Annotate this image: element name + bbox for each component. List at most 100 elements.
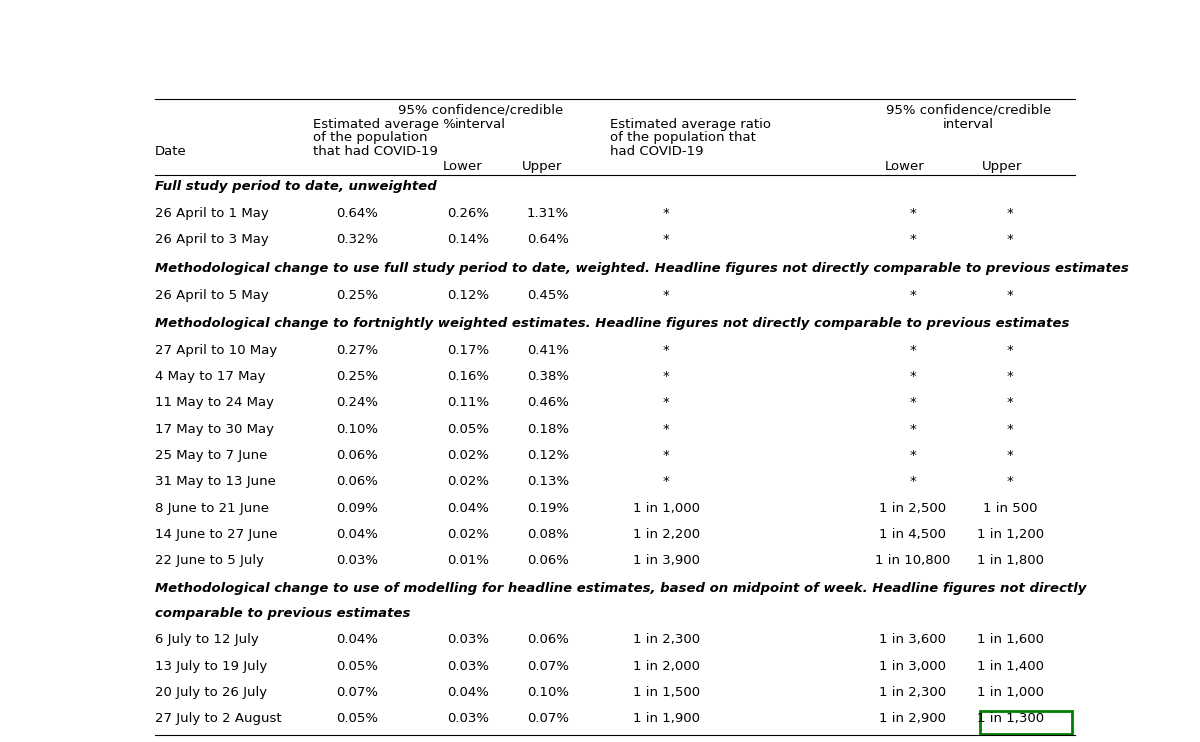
Text: 0.03%: 0.03% — [448, 712, 490, 725]
Text: 0.41%: 0.41% — [527, 344, 569, 357]
Text: 1 in 1,200: 1 in 1,200 — [977, 528, 1044, 541]
Text: 1 in 10,800: 1 in 10,800 — [875, 554, 950, 567]
Text: 0.12%: 0.12% — [448, 289, 490, 301]
Text: 0.05%: 0.05% — [448, 423, 490, 436]
Text: 0.03%: 0.03% — [448, 660, 490, 673]
Text: 0.02%: 0.02% — [448, 528, 490, 541]
Text: 0.06%: 0.06% — [336, 449, 378, 462]
Text: 95% confidence/credible: 95% confidence/credible — [886, 103, 1051, 116]
Text: 0.05%: 0.05% — [336, 712, 378, 725]
Text: Lower: Lower — [884, 160, 924, 173]
Text: 95% confidence/credible: 95% confidence/credible — [397, 103, 563, 116]
Text: Methodological change to use full study period to date, weighted. Headline figur: Methodological change to use full study … — [155, 262, 1128, 275]
Text: 0.04%: 0.04% — [336, 634, 378, 646]
Text: 0.04%: 0.04% — [448, 502, 490, 514]
Text: of the population that: of the population that — [611, 131, 756, 145]
Text: 27 April to 10 May: 27 April to 10 May — [155, 344, 277, 357]
Text: 4 May to 17 May: 4 May to 17 May — [155, 370, 265, 383]
Text: *: * — [910, 396, 916, 410]
Text: 0.03%: 0.03% — [336, 554, 378, 567]
Text: 0.02%: 0.02% — [448, 449, 490, 462]
Text: *: * — [662, 475, 670, 488]
Text: comparable to previous estimates: comparable to previous estimates — [155, 607, 410, 620]
Text: 1 in 4,500: 1 in 4,500 — [880, 528, 946, 541]
Text: *: * — [662, 234, 670, 246]
Text: 0.03%: 0.03% — [448, 634, 490, 646]
Text: 0.07%: 0.07% — [527, 660, 569, 673]
Text: 0.06%: 0.06% — [336, 475, 378, 488]
Text: 0.17%: 0.17% — [448, 344, 490, 357]
Text: 0.09%: 0.09% — [336, 502, 378, 514]
Text: 20 July to 26 July: 20 July to 26 July — [155, 686, 266, 699]
Text: 1.31%: 1.31% — [527, 207, 569, 220]
Text: 1 in 2,200: 1 in 2,200 — [632, 528, 700, 541]
Text: 6 July to 12 July: 6 July to 12 July — [155, 634, 258, 646]
Text: *: * — [662, 423, 670, 436]
Text: 26 April to 3 May: 26 April to 3 May — [155, 234, 269, 246]
Text: interval: interval — [455, 118, 505, 131]
Text: 26 April to 5 May: 26 April to 5 May — [155, 289, 269, 301]
Text: 27 July to 2 August: 27 July to 2 August — [155, 712, 281, 725]
Text: 0.12%: 0.12% — [527, 449, 569, 462]
Text: 0.06%: 0.06% — [527, 554, 569, 567]
Text: Upper: Upper — [522, 160, 563, 173]
Text: 1 in 3,000: 1 in 3,000 — [880, 660, 946, 673]
Text: Date: Date — [155, 145, 186, 158]
Text: 0.45%: 0.45% — [527, 289, 569, 301]
Text: 25 May to 7 June: 25 May to 7 June — [155, 449, 268, 462]
Text: 0.19%: 0.19% — [527, 502, 569, 514]
Text: 1 in 3,900: 1 in 3,900 — [632, 554, 700, 567]
Text: *: * — [662, 289, 670, 301]
Text: 1 in 1,900: 1 in 1,900 — [632, 712, 700, 725]
Text: 0.05%: 0.05% — [336, 660, 378, 673]
Text: *: * — [910, 475, 916, 488]
Text: interval: interval — [943, 118, 994, 131]
Text: *: * — [1007, 396, 1014, 410]
Text: 0.10%: 0.10% — [527, 686, 569, 699]
Text: had COVID-19: had COVID-19 — [611, 145, 704, 158]
Text: 1 in 1,500: 1 in 1,500 — [632, 686, 700, 699]
Text: 0.25%: 0.25% — [336, 370, 378, 383]
Text: 17 May to 30 May: 17 May to 30 May — [155, 423, 274, 436]
Text: Full study period to date, unweighted: Full study period to date, unweighted — [155, 180, 437, 194]
Text: 14 June to 27 June: 14 June to 27 June — [155, 528, 277, 541]
Text: Methodological change to use of modelling for headline estimates, based on midpo: Methodological change to use of modellin… — [155, 582, 1086, 595]
Text: *: * — [910, 449, 916, 462]
Text: *: * — [1007, 207, 1014, 220]
Text: *: * — [910, 344, 916, 357]
Text: 11 May to 24 May: 11 May to 24 May — [155, 396, 274, 410]
Text: *: * — [1007, 234, 1014, 246]
Text: 1 in 1,800: 1 in 1,800 — [977, 554, 1044, 567]
Text: 0.18%: 0.18% — [527, 423, 569, 436]
Text: *: * — [1007, 370, 1014, 383]
Text: *: * — [910, 289, 916, 301]
Text: Estimated average ratio: Estimated average ratio — [611, 118, 772, 131]
Text: Estimated average %: Estimated average % — [313, 118, 456, 131]
Text: 0.14%: 0.14% — [448, 234, 490, 246]
Text: 22 June to 5 July: 22 June to 5 July — [155, 554, 264, 567]
Text: 1 in 1,000: 1 in 1,000 — [632, 502, 700, 514]
Text: 1 in 500: 1 in 500 — [983, 502, 1038, 514]
Text: 31 May to 13 June: 31 May to 13 June — [155, 475, 276, 488]
Text: *: * — [910, 370, 916, 383]
Text: 1 in 1,000: 1 in 1,000 — [977, 686, 1044, 699]
Text: 0.16%: 0.16% — [448, 370, 490, 383]
Text: *: * — [910, 234, 916, 246]
Text: *: * — [1007, 289, 1014, 301]
Text: 0.07%: 0.07% — [527, 712, 569, 725]
Text: *: * — [662, 344, 670, 357]
Text: 1 in 1,600: 1 in 1,600 — [977, 634, 1044, 646]
Text: Lower: Lower — [443, 160, 482, 173]
Text: 0.46%: 0.46% — [527, 396, 569, 410]
Text: 1 in 2,900: 1 in 2,900 — [880, 712, 946, 725]
Text: 0.04%: 0.04% — [336, 528, 378, 541]
Text: 0.64%: 0.64% — [527, 234, 569, 246]
Text: 0.08%: 0.08% — [527, 528, 569, 541]
Text: 1 in 2,300: 1 in 2,300 — [632, 634, 700, 646]
Text: 0.02%: 0.02% — [448, 475, 490, 488]
Text: 0.32%: 0.32% — [336, 234, 378, 246]
Text: 26 April to 1 May: 26 April to 1 May — [155, 207, 269, 220]
Text: 1 in 2,500: 1 in 2,500 — [880, 502, 946, 514]
Text: 1 in 1,400: 1 in 1,400 — [977, 660, 1044, 673]
Text: *: * — [1007, 423, 1014, 436]
